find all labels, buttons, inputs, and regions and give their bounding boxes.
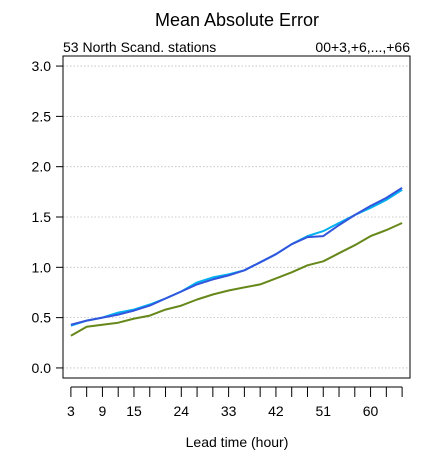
- x-tick-label: 3: [67, 403, 75, 419]
- series-lines: [70, 186, 403, 337]
- y-tick-label: 3.0: [32, 58, 52, 74]
- y-tick-label: 2.0: [32, 159, 52, 175]
- y-axis: 0.0 0.5 1.0 1.5 2.0 2.5 3.0: [32, 58, 63, 376]
- y-tick-label: 0.0: [32, 360, 52, 376]
- chart-title: Mean Absolute Error: [155, 10, 319, 30]
- x-tick-label: 33: [221, 403, 237, 419]
- series-line: [70, 186, 403, 326]
- x-axis-label: Lead time (hour): [186, 434, 289, 450]
- y-tick-label: 1.5: [32, 209, 52, 225]
- x-tick-label: 9: [99, 403, 107, 419]
- y-tick-label: 1.0: [32, 259, 52, 275]
- series-line: [70, 188, 403, 327]
- x-tick-label: 24: [174, 403, 190, 419]
- x-tick-label: 60: [363, 403, 379, 419]
- series-line: [70, 222, 403, 337]
- x-tick-label: 15: [126, 403, 142, 419]
- y-tick-label: 2.5: [32, 108, 52, 124]
- y-tick-label: 0.5: [32, 310, 52, 326]
- x-tick-label: 51: [315, 403, 331, 419]
- x-tick-label: 42: [268, 403, 284, 419]
- x-axis: 3 9 15 24 33 42 51 60: [67, 386, 403, 419]
- chart-subtitle-right: 00+3,+6,...,+66: [315, 39, 410, 55]
- chart-subtitle-left: 53 North Scand. stations: [63, 39, 216, 55]
